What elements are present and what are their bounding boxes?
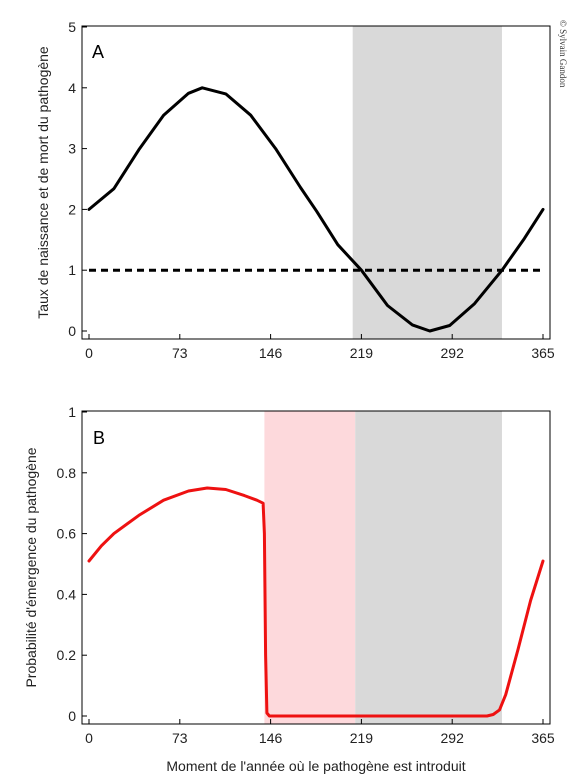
panel-a-x-tick-label-1: 73 — [172, 345, 188, 361]
panel-b-x-tick-label-3: 219 — [350, 730, 374, 746]
panel-a-x-tick-label-0: 0 — [85, 345, 93, 361]
panel-b-label: B — [93, 428, 105, 448]
panel-a-y-tick-label-4: 4 — [68, 80, 76, 96]
panel-b-x-tick-label-1: 73 — [172, 730, 188, 746]
panel-a-x-tick-label-3: 219 — [350, 345, 374, 361]
panel-b-x-axis-label: Moment de l'année où le pathogène est in… — [166, 758, 465, 774]
panel-a-y-tick-label-2: 2 — [68, 201, 76, 217]
panel-b-y-axis-label: Probabilité d'émergence du pathogène — [23, 447, 39, 687]
panel-b-series-0-curve — [87, 486, 545, 718]
panel-b-y-tick-label-2: 0.4 — [57, 586, 77, 602]
copyright-text: © Sylvain Gandon — [558, 20, 568, 88]
panel-a-x-tick-label-5: 365 — [531, 345, 555, 361]
panel-b-shaded-region-1 — [355, 411, 502, 724]
panel-a-y-tick-label-5: 5 — [68, 19, 76, 35]
panel-b-x-tick-label-2: 146 — [259, 730, 283, 746]
panel-b-y-tick-label-3: 0.6 — [57, 526, 77, 542]
panel-b-y-tick-label-0: 0 — [68, 708, 76, 724]
panel-b-y-tick-label-4: 0.8 — [57, 465, 77, 481]
panel-b-x-tick-label-4: 292 — [441, 730, 465, 746]
panel-a-shaded-region-0 — [352, 26, 502, 339]
panel-a-series-0-curve — [87, 86, 545, 333]
panel-a-y-axis-label: Taux de naissance et de mort du pathogèn… — [35, 46, 51, 319]
panel-a-x-tick-label-4: 292 — [441, 345, 465, 361]
panel-a-x-tick-label-2: 146 — [259, 345, 283, 361]
panel-b-shaded-region-0 — [264, 411, 356, 724]
panel-b-x-tick-label-5: 365 — [531, 730, 555, 746]
panel-a-label: A — [92, 42, 104, 62]
panel-b-x-tick-label-0: 0 — [85, 730, 93, 746]
panel-b-y-tick-label-1: 0.2 — [57, 647, 77, 663]
panel-a-y-tick-label-1: 1 — [68, 262, 76, 278]
panel-a-y-tick-label-3: 3 — [68, 141, 76, 157]
panel-a-axes-frame — [81, 25, 551, 340]
panel-b-axes-frame — [81, 410, 551, 725]
panel-b-y-tick-label-5: 1 — [68, 404, 76, 420]
panel-a-y-tick-label-0: 0 — [68, 323, 76, 339]
